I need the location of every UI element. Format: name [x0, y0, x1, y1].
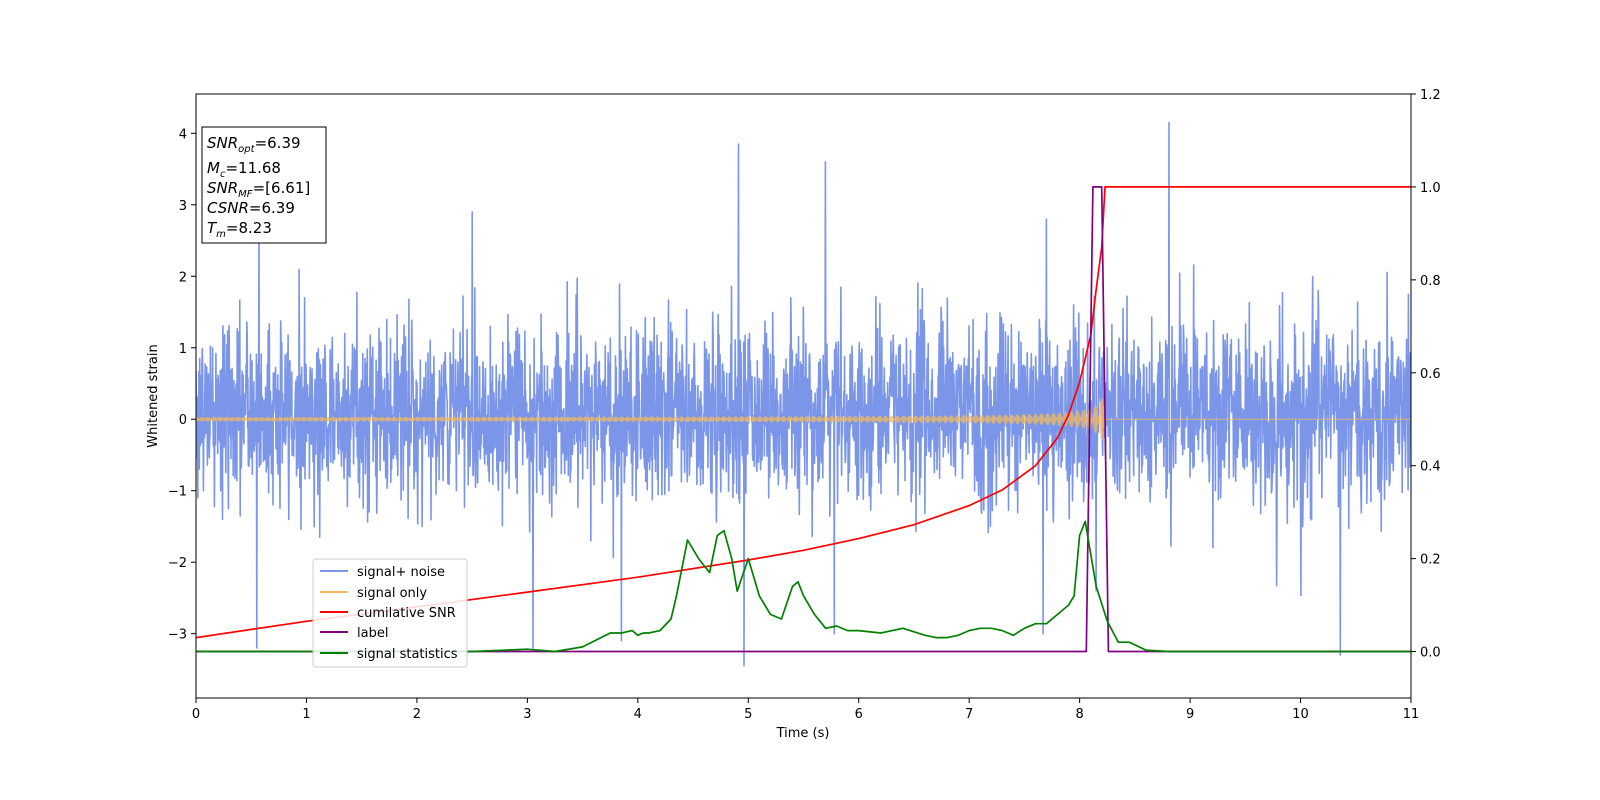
legend-label: cumilative SNR — [357, 606, 456, 621]
y-tick-label: 0 — [179, 413, 187, 428]
x-tick-label: 5 — [744, 707, 752, 722]
y-tick-label: 2 — [179, 270, 187, 285]
y2-tick-label: 0.4 — [1420, 460, 1441, 475]
legend-item: signal+ noise — [320, 565, 445, 580]
legend-label: signal+ noise — [357, 565, 445, 580]
y2-tick-label: 1.2 — [1420, 88, 1441, 103]
y-tick-label: 1 — [179, 342, 187, 357]
series-signal-statistics-line — [196, 520, 1411, 653]
series-signal-only-line — [196, 398, 1411, 441]
csnr-annotation: CSNR=6.39 — [207, 199, 295, 217]
y-tick-label: −1 — [168, 485, 187, 500]
legend-item: signal statistics — [320, 647, 458, 662]
info-box: SNRopt=6.39 Mc=11.68 SNRMF=[6.61] CSNR=6… — [201, 126, 327, 244]
x-axis-label: Time (s) — [776, 726, 830, 741]
series-signal-noise-line — [196, 121, 1411, 667]
x-tick-label: 11 — [1403, 707, 1420, 722]
y2-tick-label: 0.2 — [1420, 553, 1441, 568]
y-axis-label: Whitened strain — [146, 344, 161, 447]
x-tick-label: 0 — [192, 707, 200, 722]
snr-opt-annotation: SNRopt=6.39 — [207, 134, 301, 155]
legend-item: label — [320, 626, 388, 641]
legend-label: signal statistics — [357, 647, 458, 662]
legend-item: cumilative SNR — [320, 606, 456, 621]
snr-mf-annotation: SNRMF=[6.61] — [207, 179, 310, 200]
plot-frame — [195, 93, 1412, 699]
x-tick-label: 10 — [1292, 707, 1309, 722]
mc-annotation: Mc=11.68 — [207, 159, 281, 180]
legend-label: signal only — [357, 586, 427, 601]
legend: signal+ noise signal only cumilative SNR… — [312, 558, 468, 668]
y-tick-label: 3 — [179, 199, 187, 214]
x-tick-label: 2 — [413, 707, 421, 722]
x-tick-label: 8 — [1075, 707, 1083, 722]
x-tick-label: 7 — [965, 707, 973, 722]
legend-label: label — [357, 626, 388, 641]
x-tick-label: 4 — [634, 707, 642, 722]
x-tick-label: 3 — [523, 707, 531, 722]
series-cumulative-snr-line — [196, 186, 1411, 639]
legend-item: signal only — [320, 586, 427, 601]
x-tick-label: 9 — [1186, 707, 1194, 722]
x-tick-label: 6 — [855, 707, 863, 722]
y-tick-label: −3 — [168, 628, 187, 643]
y-tick-label: −2 — [168, 556, 187, 571]
y-tick-label: 4 — [179, 127, 187, 142]
tm-annotation: Tm=8.23 — [207, 219, 272, 240]
x-tick-label: 1 — [302, 707, 310, 722]
y2-tick-label: 1.0 — [1420, 181, 1441, 196]
y2-tick-label: 0.6 — [1420, 367, 1441, 382]
y2-tick-label: 0.0 — [1420, 646, 1441, 661]
y2-tick-label: 0.8 — [1420, 274, 1441, 289]
